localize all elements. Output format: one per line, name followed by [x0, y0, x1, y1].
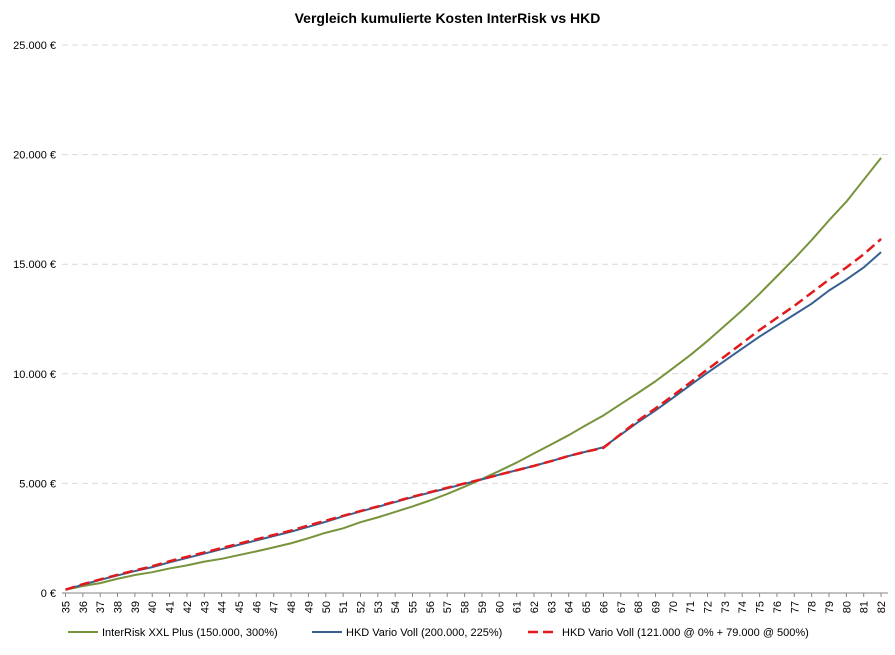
y-tick-label: 20.000 € — [13, 150, 56, 162]
series-lines — [65, 157, 882, 591]
x-tick-label: 52 — [355, 601, 367, 613]
x-tick-label: 62 — [529, 601, 541, 613]
series-1 — [65, 157, 882, 591]
x-tick-label: 70 — [668, 601, 680, 613]
x-tick-label: 75 — [755, 601, 767, 613]
x-tick-label: 81 — [859, 601, 871, 613]
x-tick-label: 38 — [113, 601, 125, 613]
x-tick-label: 42 — [182, 601, 194, 613]
x-tick-label: 68 — [633, 601, 645, 613]
legend-label: InterRisk XXL Plus (150.000, 300%) — [102, 627, 278, 639]
series-3 — [65, 238, 882, 591]
x-tick-label: 77 — [789, 601, 801, 613]
x-tick-label: 46 — [251, 601, 263, 613]
x-tick-label: 36 — [78, 601, 90, 613]
x-tick-label: 79 — [824, 601, 836, 613]
legend-label: HKD Vario Voll (121.000 @ 0% + 79.000 @ … — [562, 627, 809, 639]
x-tick-label: 64 — [564, 601, 576, 613]
x-tick-label: 74 — [737, 601, 749, 613]
x-tick-label: 39 — [130, 601, 142, 613]
y-tick-label: 10.000 € — [13, 369, 56, 381]
x-tick-label: 73 — [720, 601, 732, 613]
chart-title: Vergleich kumulierte Kosten InterRisk vs… — [294, 10, 601, 26]
x-tick-label: 55 — [408, 601, 420, 613]
gridlines — [62, 44, 888, 484]
series-line — [65, 157, 882, 591]
x-tick-label: 47 — [269, 601, 281, 613]
x-tick-label: 59 — [477, 601, 489, 613]
legend-entry: HKD Vario Voll (200.000, 225%) — [312, 627, 502, 639]
x-tick-label: 76 — [772, 601, 784, 613]
x-tick-label: 80 — [841, 601, 853, 613]
x-tick-label: 44 — [217, 601, 229, 613]
x-tick-label: 66 — [598, 601, 610, 613]
series-line — [65, 251, 882, 591]
x-tick-label: 56 — [425, 601, 437, 613]
x-tick-label: 69 — [650, 601, 662, 613]
x-tick-label: 40 — [147, 601, 159, 613]
x-tick-label: 61 — [512, 601, 524, 613]
x-tick-label: 50 — [321, 601, 333, 613]
y-tick-label: 15.000 € — [13, 259, 56, 271]
series-2 — [65, 251, 882, 591]
x-tick-label: 57 — [442, 601, 454, 613]
x-tick-label: 41 — [165, 601, 177, 613]
x-tick-label: 45 — [234, 601, 246, 613]
x-tick-label: 78 — [807, 601, 819, 613]
series-line — [65, 238, 882, 591]
x-tick-label: 82 — [876, 601, 888, 613]
x-tick-label: 67 — [616, 601, 628, 613]
x-tick-label: 71 — [685, 601, 697, 613]
x-tick-label: 53 — [373, 601, 385, 613]
legend: InterRisk XXL Plus (150.000, 300%) HKD Va… — [68, 627, 809, 639]
x-tick-label: 65 — [581, 601, 593, 613]
x-tick-label: 48 — [286, 601, 298, 613]
legend-label: HKD Vario Voll (200.000, 225%) — [346, 627, 502, 639]
y-tick-label: 25.000 € — [13, 40, 56, 52]
x-tick-label: 51 — [338, 601, 350, 613]
axes: 0 € 5.000 € 10.000 € 15.000 € 20.000 € 25.000… — [13, 40, 888, 613]
x-tick-label: 72 — [703, 601, 715, 613]
x-tick-label: 37 — [95, 601, 107, 613]
x-tick-label: 63 — [546, 601, 558, 613]
x-tick-label: 49 — [303, 601, 315, 613]
x-tick-label: 54 — [390, 601, 402, 613]
y-tick-label: 5.000 € — [19, 478, 56, 490]
x-tick-label: 58 — [460, 601, 472, 613]
legend-entry: InterRisk XXL Plus (150.000, 300%) — [68, 627, 278, 639]
x-tick-label: 35 — [60, 601, 72, 613]
x-tick-label: 60 — [494, 601, 506, 613]
y-tick-label: 0 € — [41, 588, 56, 600]
x-tick-label: 43 — [199, 601, 211, 613]
legend-entry: HKD Vario Voll (121.000 @ 0% + 79.000 @ … — [528, 627, 809, 639]
